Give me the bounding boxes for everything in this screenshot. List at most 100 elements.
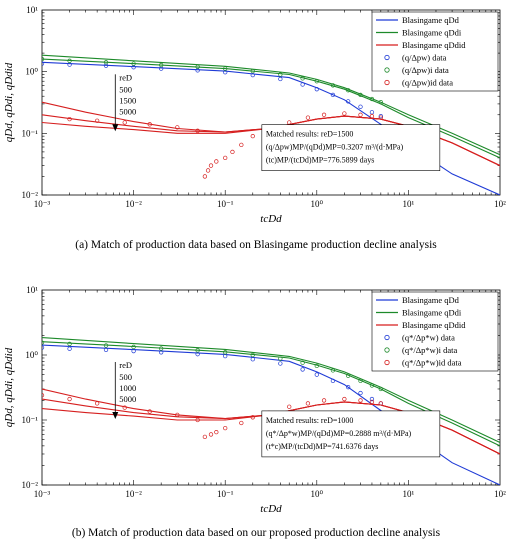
- data-point: [67, 341, 72, 347]
- legend-label: Blasingame qDdi: [402, 28, 462, 38]
- data-point: [300, 367, 305, 372]
- data-point: [230, 149, 235, 155]
- data-point: [378, 113, 383, 119]
- figure-caption: (a) Match of production data based on Bl…: [75, 239, 437, 251]
- y-tick-label: 10⁻¹: [22, 128, 39, 138]
- data-point: [358, 112, 363, 117]
- reD-value: 500: [119, 372, 132, 382]
- data-point: [147, 122, 152, 127]
- reD-value: 1000: [119, 383, 136, 393]
- legend-swatch: [384, 79, 390, 86]
- legend-box: [371, 11, 499, 92]
- data-point: [223, 66, 228, 71]
- reD-value: 1500: [119, 95, 136, 105]
- data-point: [122, 120, 127, 125]
- data-point: [223, 425, 228, 431]
- data-point: [369, 110, 375, 115]
- data-point: [369, 383, 375, 388]
- matched-results-line: Matched results: reD=1500: [266, 130, 354, 139]
- data-point: [250, 72, 255, 78]
- data-point: [321, 112, 327, 117]
- y-tick-label: 10⁻¹: [22, 415, 39, 425]
- data-point: [195, 128, 200, 133]
- reD-value: 5000: [119, 394, 136, 404]
- data-point: [208, 163, 214, 168]
- legend-label: (q*/Δp*w) data: [402, 333, 455, 343]
- data-point: [103, 347, 109, 353]
- data-point: [205, 168, 211, 173]
- data-point: [278, 361, 283, 366]
- x-tick-label: 10²: [494, 199, 506, 209]
- data-point: [42, 393, 45, 398]
- data-point: [175, 125, 180, 130]
- data-point: [239, 142, 244, 148]
- reD-value: 500: [119, 84, 132, 94]
- y-tick-label: 10¹: [26, 5, 38, 15]
- data-point: [239, 420, 244, 426]
- y-tick-label: 10¹: [26, 285, 38, 295]
- data-point: [159, 66, 164, 71]
- data-point: [131, 65, 136, 70]
- reD-label: reD: [119, 72, 132, 82]
- data-point: [369, 399, 375, 405]
- legend-swatch: [384, 334, 390, 341]
- data-point: [314, 372, 319, 377]
- data-point: [358, 390, 363, 396]
- data-point: [346, 88, 351, 93]
- data-point: [175, 412, 180, 418]
- figure-caption: (b) Match of production data based on ou…: [72, 527, 441, 539]
- data-point: [67, 346, 72, 351]
- data-point: [131, 344, 136, 350]
- data-point: [314, 87, 319, 92]
- x-tick-label: 10⁻³: [34, 489, 51, 499]
- data-point: [314, 79, 319, 84]
- y-tick-label: 10⁰: [25, 67, 38, 77]
- reD-arrowhead: [112, 412, 119, 419]
- data-point: [369, 96, 375, 102]
- data-point: [42, 340, 45, 345]
- data-point: [358, 378, 363, 384]
- x-tick-label: 10⁰: [310, 199, 323, 209]
- legend-label: Blasingame qDdi: [402, 308, 462, 318]
- legend-label: (q/Δpw) data: [402, 53, 447, 63]
- x-tick-label: 10⁻¹: [217, 199, 234, 209]
- legend-swatch: [384, 359, 390, 366]
- y-axis-label: qDd, qDdi, qDdid: [3, 62, 15, 142]
- data-point: [358, 104, 363, 109]
- data-point: [250, 68, 255, 74]
- data-point: [131, 348, 136, 354]
- data-point: [278, 356, 283, 361]
- data-point: [195, 417, 200, 423]
- data-point: [330, 368, 336, 373]
- data-point: [358, 92, 363, 98]
- x-axis-label: tcDd: [260, 213, 282, 225]
- data-point: [214, 430, 219, 435]
- data-point: [94, 401, 100, 406]
- data-point: [202, 434, 208, 440]
- data-point: [305, 401, 311, 406]
- data-point: [42, 56, 45, 62]
- data-point: [287, 404, 292, 409]
- data-point: [378, 401, 383, 406]
- data-point: [67, 116, 72, 122]
- data-point: [223, 350, 228, 355]
- plot-frame: [41, 289, 501, 486]
- data-point: [342, 111, 347, 116]
- x-tick-label: 10¹: [403, 199, 415, 209]
- data-point: [42, 345, 45, 350]
- data-point: [378, 386, 383, 392]
- legend-label: (q/Δpw)id data: [402, 78, 453, 88]
- matched-results-line: (tc)MP/(tcDd)MP=776.5899 days: [266, 156, 375, 165]
- data-point: [346, 385, 351, 390]
- data-point: [103, 343, 109, 348]
- y-tick-label: 10⁻²: [22, 480, 39, 490]
- data-point: [202, 174, 208, 179]
- x-tick-label: 10⁻²: [125, 199, 142, 209]
- data-point: [214, 159, 219, 164]
- data-point: [195, 68, 200, 73]
- legend-box: [371, 291, 499, 372]
- data-point: [330, 92, 336, 98]
- legend-label: (q/Δpw)i data: [402, 65, 449, 75]
- data-point: [250, 134, 255, 139]
